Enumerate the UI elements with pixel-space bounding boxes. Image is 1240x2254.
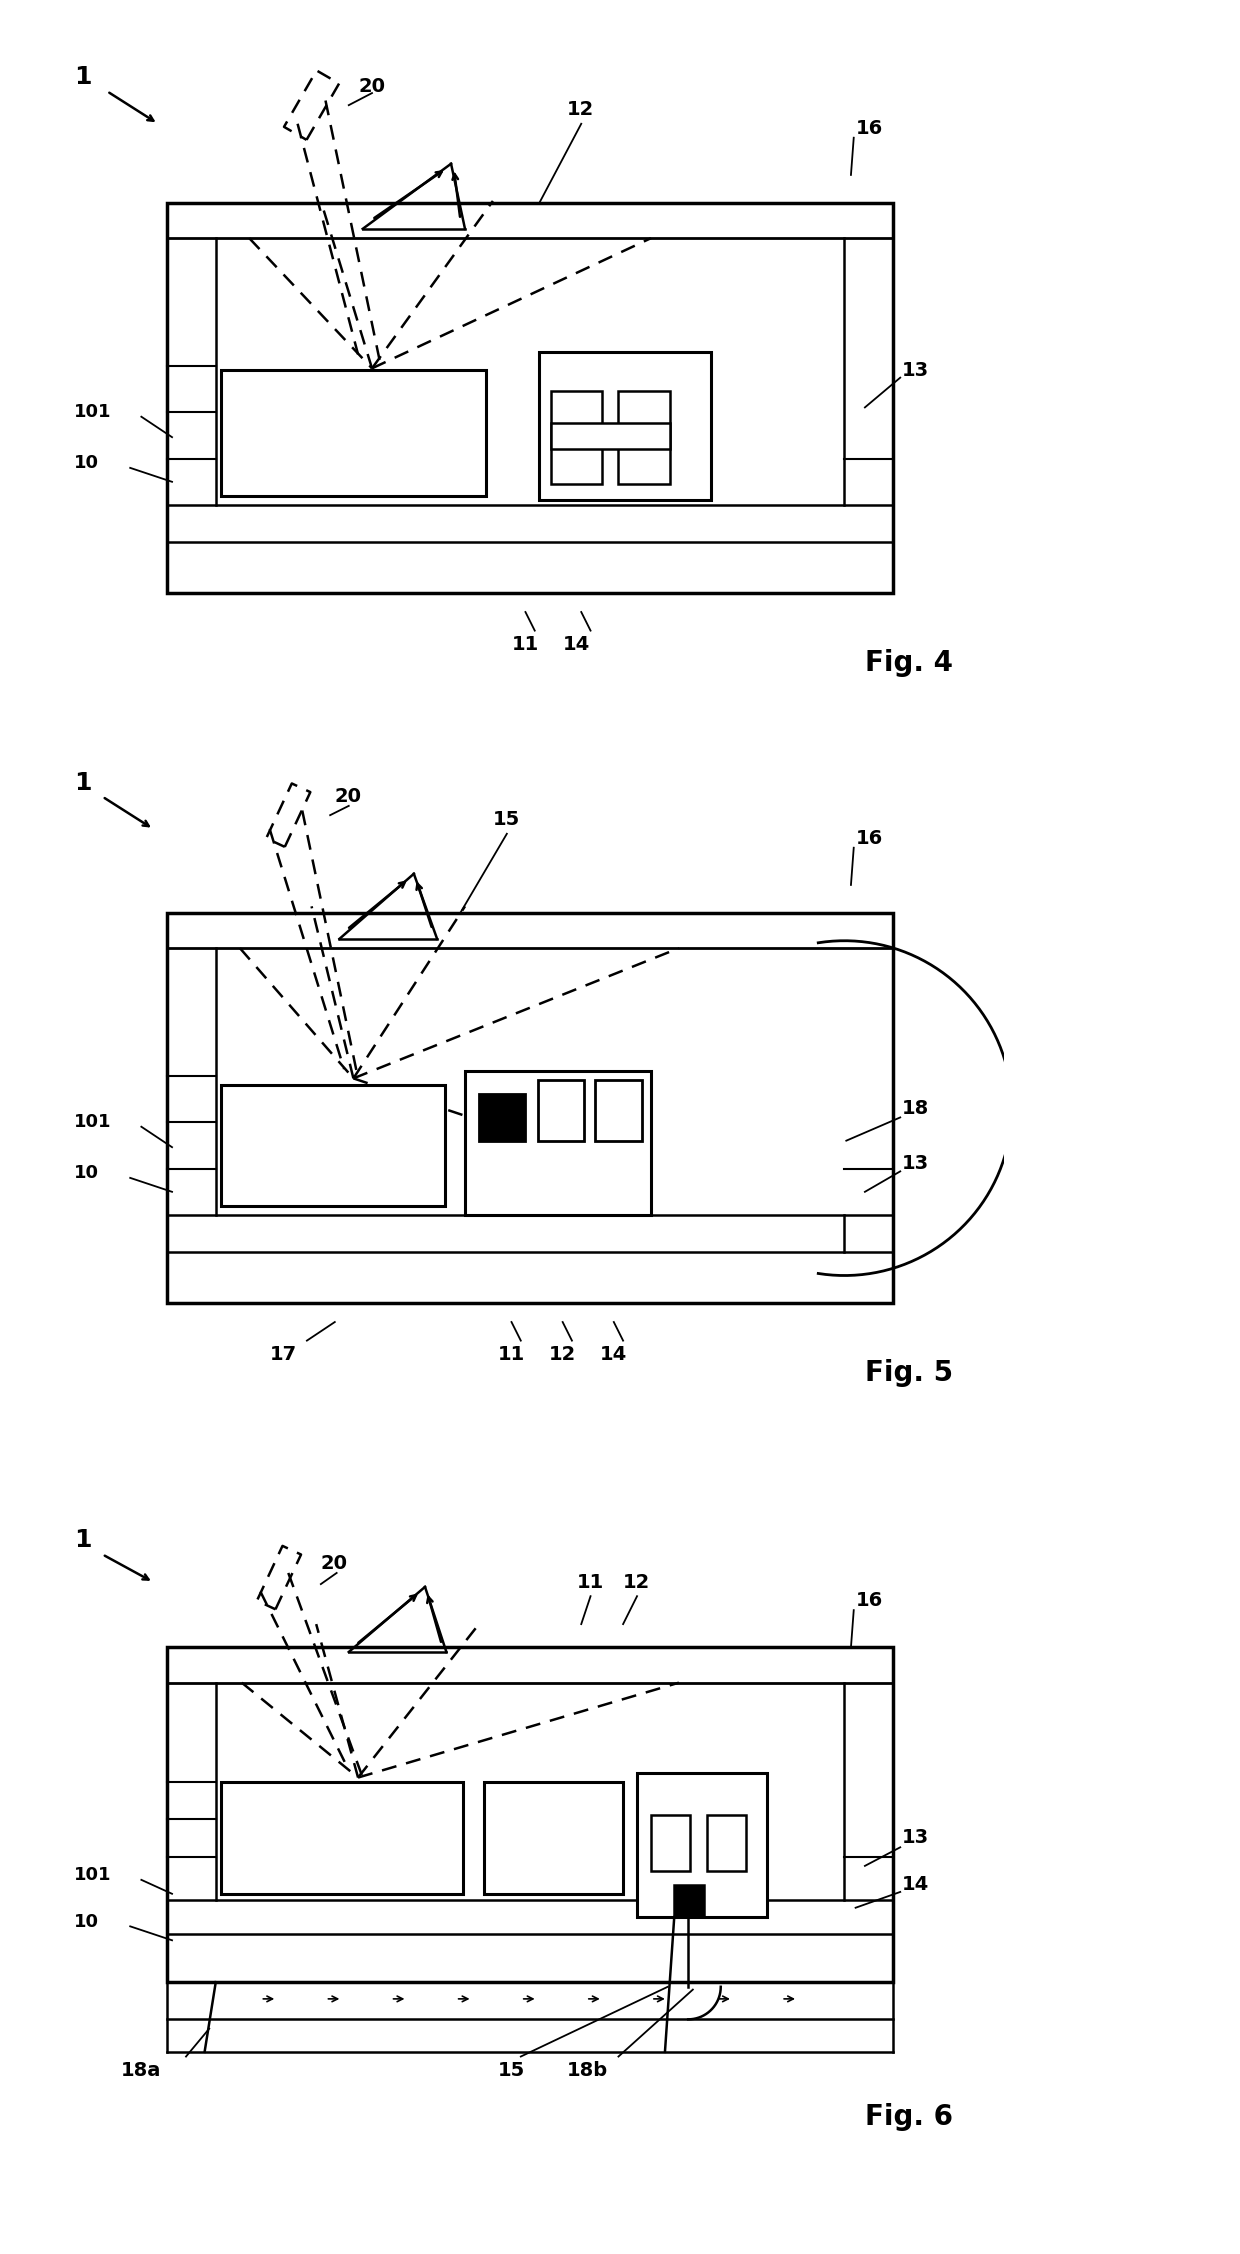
Bar: [707, 1814, 746, 1871]
Text: 10: 10: [74, 1914, 99, 1932]
Text: 1: 1: [74, 1528, 92, 1553]
Text: Fig. 4: Fig. 4: [866, 649, 952, 676]
Bar: [551, 390, 601, 485]
Text: 15: 15: [497, 2060, 525, 2080]
Bar: [675, 1884, 704, 1916]
Text: 1: 1: [74, 771, 92, 796]
Bar: [167, 913, 893, 1303]
Text: 12: 12: [549, 1346, 575, 1364]
Text: 101: 101: [74, 1113, 112, 1132]
Bar: [484, 1783, 624, 1893]
Bar: [595, 1080, 642, 1141]
Text: 13: 13: [903, 1154, 929, 1174]
Text: 17: 17: [270, 1346, 296, 1364]
Text: 12: 12: [624, 1573, 650, 1591]
Text: 11: 11: [512, 636, 538, 654]
Text: 13: 13: [903, 1828, 929, 1848]
Text: Fig. 5: Fig. 5: [866, 1359, 954, 1386]
Text: Fig. 6: Fig. 6: [866, 2103, 952, 2130]
Bar: [167, 203, 893, 593]
Bar: [222, 1084, 445, 1206]
Text: 101: 101: [74, 403, 112, 421]
Text: 18b: 18b: [568, 2060, 609, 2080]
Text: 15: 15: [494, 811, 520, 829]
Bar: [539, 352, 712, 500]
Bar: [222, 370, 486, 496]
Text: 14: 14: [600, 1346, 627, 1364]
Text: 18: 18: [903, 1098, 929, 1118]
Bar: [538, 1080, 584, 1141]
Text: 20: 20: [335, 787, 362, 807]
Text: 14: 14: [563, 636, 590, 654]
Text: 11: 11: [577, 1573, 604, 1591]
Bar: [637, 1774, 768, 1918]
Text: 12: 12: [568, 101, 594, 119]
Text: 18a: 18a: [122, 2060, 161, 2080]
Text: 16: 16: [856, 829, 883, 848]
Text: 16: 16: [856, 119, 883, 137]
Bar: [167, 1648, 893, 1981]
Bar: [551, 424, 670, 449]
Text: 20: 20: [321, 1555, 348, 1573]
Bar: [479, 1093, 526, 1141]
Text: 10: 10: [74, 1165, 99, 1183]
Bar: [465, 1071, 651, 1215]
Text: 101: 101: [74, 1866, 112, 1884]
Text: 10: 10: [74, 455, 99, 473]
Text: 11: 11: [497, 1346, 525, 1364]
Bar: [222, 1783, 464, 1893]
Text: 16: 16: [856, 1591, 883, 1609]
Text: 14: 14: [903, 1875, 929, 1893]
Bar: [651, 1814, 691, 1871]
Bar: [619, 390, 670, 485]
Text: 1: 1: [74, 65, 92, 90]
Text: 20: 20: [358, 77, 386, 97]
Text: 13: 13: [903, 361, 929, 379]
